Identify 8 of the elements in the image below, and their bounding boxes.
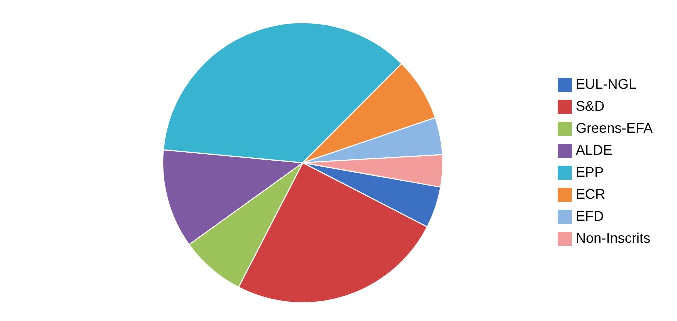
legend-label: Greens-EFA	[576, 120, 653, 136]
legend-label: Non-Inscrits	[576, 230, 651, 246]
legend-label: ECR	[576, 186, 606, 202]
legend-label: ALDE	[576, 142, 613, 158]
legend-label: EFD	[576, 208, 604, 224]
legend-label: S&D	[576, 98, 605, 114]
legend-label: EPP	[576, 164, 604, 180]
legend-label: EUL-NGL	[576, 76, 637, 92]
